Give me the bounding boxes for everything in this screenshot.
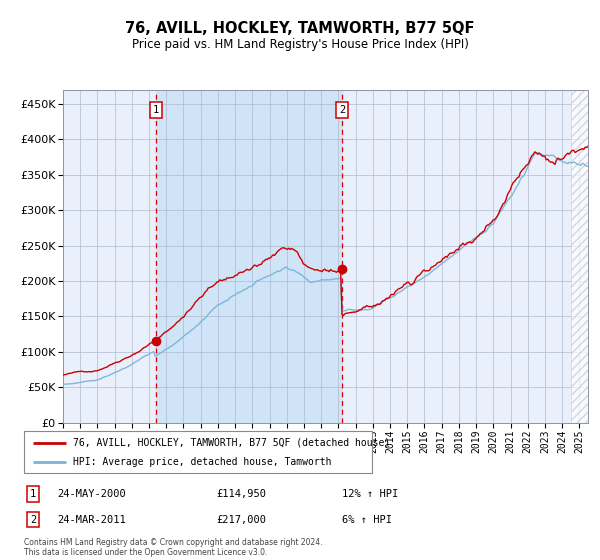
Text: 12% ↑ HPI: 12% ↑ HPI bbox=[342, 489, 398, 499]
Text: 2: 2 bbox=[339, 105, 346, 115]
Text: 1: 1 bbox=[30, 489, 36, 499]
Text: 1: 1 bbox=[152, 105, 159, 115]
Text: 2: 2 bbox=[30, 515, 36, 525]
Bar bbox=[155, 90, 342, 423]
Text: 76, AVILL, HOCKLEY, TAMWORTH, B77 5QF (detached house): 76, AVILL, HOCKLEY, TAMWORTH, B77 5QF (d… bbox=[73, 437, 390, 447]
Text: Price paid vs. HM Land Registry's House Price Index (HPI): Price paid vs. HM Land Registry's House … bbox=[131, 38, 469, 50]
Text: £217,000: £217,000 bbox=[216, 515, 266, 525]
FancyBboxPatch shape bbox=[24, 431, 372, 473]
Text: 24-MAR-2011: 24-MAR-2011 bbox=[57, 515, 126, 525]
Text: £114,950: £114,950 bbox=[216, 489, 266, 499]
Text: 24-MAY-2000: 24-MAY-2000 bbox=[57, 489, 126, 499]
Bar bbox=[571, 90, 588, 423]
Text: 76, AVILL, HOCKLEY, TAMWORTH, B77 5QF: 76, AVILL, HOCKLEY, TAMWORTH, B77 5QF bbox=[125, 21, 475, 36]
Text: Contains HM Land Registry data © Crown copyright and database right 2024.
This d: Contains HM Land Registry data © Crown c… bbox=[24, 538, 323, 557]
Text: HPI: Average price, detached house, Tamworth: HPI: Average price, detached house, Tamw… bbox=[73, 457, 331, 467]
Text: 6% ↑ HPI: 6% ↑ HPI bbox=[342, 515, 392, 525]
